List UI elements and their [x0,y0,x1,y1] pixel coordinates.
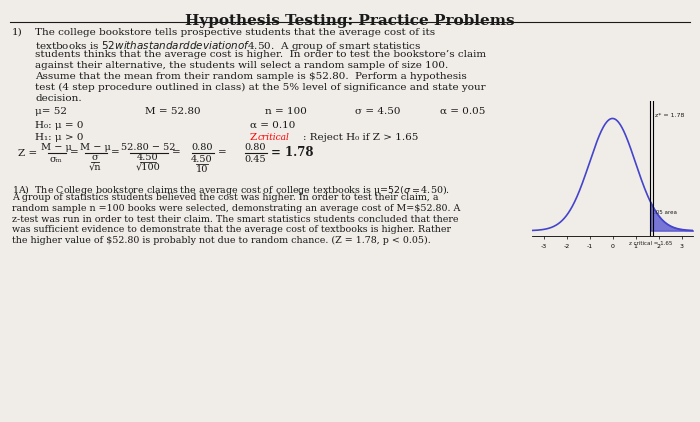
Text: 0.45: 0.45 [244,155,266,165]
Text: 1A)  The College bookstore claims the average cost of college textbooks is μ=$52: 1A) The College bookstore claims the ave… [12,183,450,197]
Text: μ= 52: μ= 52 [35,107,67,116]
Text: The college bookstore tells prospective students that the average cost of its: The college bookstore tells prospective … [35,28,435,37]
Text: α = 0.05: α = 0.05 [440,107,485,116]
Text: =: = [111,149,120,157]
Text: test (4 step procedure outlined in class) at the 5% level of significance and st: test (4 step procedure outlined in class… [35,83,486,92]
Text: random sample n =100 books were selected, demonstrating an average cost of M=$52: random sample n =100 books were selected… [12,204,461,213]
Text: 10: 10 [196,165,208,175]
Text: .05 area: .05 area [654,210,677,215]
Text: : Reject H₀ if Z > 1.65: : Reject H₀ if Z > 1.65 [303,133,419,142]
Text: students thinks that the average cost is higher.  In order to test the bookstore: students thinks that the average cost is… [35,50,486,59]
Text: √n: √n [89,162,102,171]
Text: critical: critical [258,133,290,142]
Text: z* = 1.78: z* = 1.78 [654,113,684,118]
Text: z-test was run in order to test their claim. The smart statistics students concl: z-test was run in order to test their cl… [12,214,458,224]
Text: against their alternative, the students will select a random sample of size 100.: against their alternative, the students … [35,61,448,70]
Text: the higher value of $52.80 is probably not due to random chance. (Z = 1.78, p < : the higher value of $52.80 is probably n… [12,235,430,245]
Text: Assume that the mean from their random sample is $52.80.  Perform a hypothesis: Assume that the mean from their random s… [35,72,467,81]
Text: =: = [172,149,181,157]
Text: σₘ: σₘ [50,155,62,165]
Text: 1): 1) [12,28,22,37]
Text: n = 100: n = 100 [265,107,307,116]
Text: M − μ: M − μ [80,143,111,151]
Text: Z: Z [250,133,258,142]
Text: H₁: μ > 0: H₁: μ > 0 [35,133,83,142]
Text: = 1.78: = 1.78 [271,146,314,160]
Text: 4.50: 4.50 [191,155,213,165]
Text: decision.: decision. [35,94,82,103]
Text: =: = [70,149,78,157]
Text: √100: √100 [136,162,160,171]
Text: 4.50: 4.50 [137,154,159,162]
Text: σ: σ [92,154,98,162]
Text: H₀: μ = 0: H₀: μ = 0 [35,121,83,130]
Text: Hypothesis Testing: Practice Problems: Hypothesis Testing: Practice Problems [186,14,514,28]
Text: M − μ: M − μ [41,143,71,151]
Text: M = 52.80: M = 52.80 [145,107,201,116]
Text: Z =: Z = [18,149,37,157]
Text: 0.80: 0.80 [191,143,213,151]
Text: σ = 4.50: σ = 4.50 [355,107,400,116]
Text: =: = [218,149,227,157]
Text: α = 0.10: α = 0.10 [250,121,295,130]
Text: was sufficient evidence to demonstrate that the average cost of textbooks is hig: was sufficient evidence to demonstrate t… [12,225,451,234]
Text: z critical = 1.65: z critical = 1.65 [629,241,672,246]
Text: textbooks is $52 with a standard deviation of $4.50.  A group of smart statistic: textbooks is $52 with a standard deviati… [35,39,421,53]
Text: A group of statistics students believed the cost was higher. In order to test th: A group of statistics students believed … [12,194,438,203]
Text: 0.80: 0.80 [244,143,266,151]
Text: 52.80 − 52: 52.80 − 52 [120,143,175,151]
